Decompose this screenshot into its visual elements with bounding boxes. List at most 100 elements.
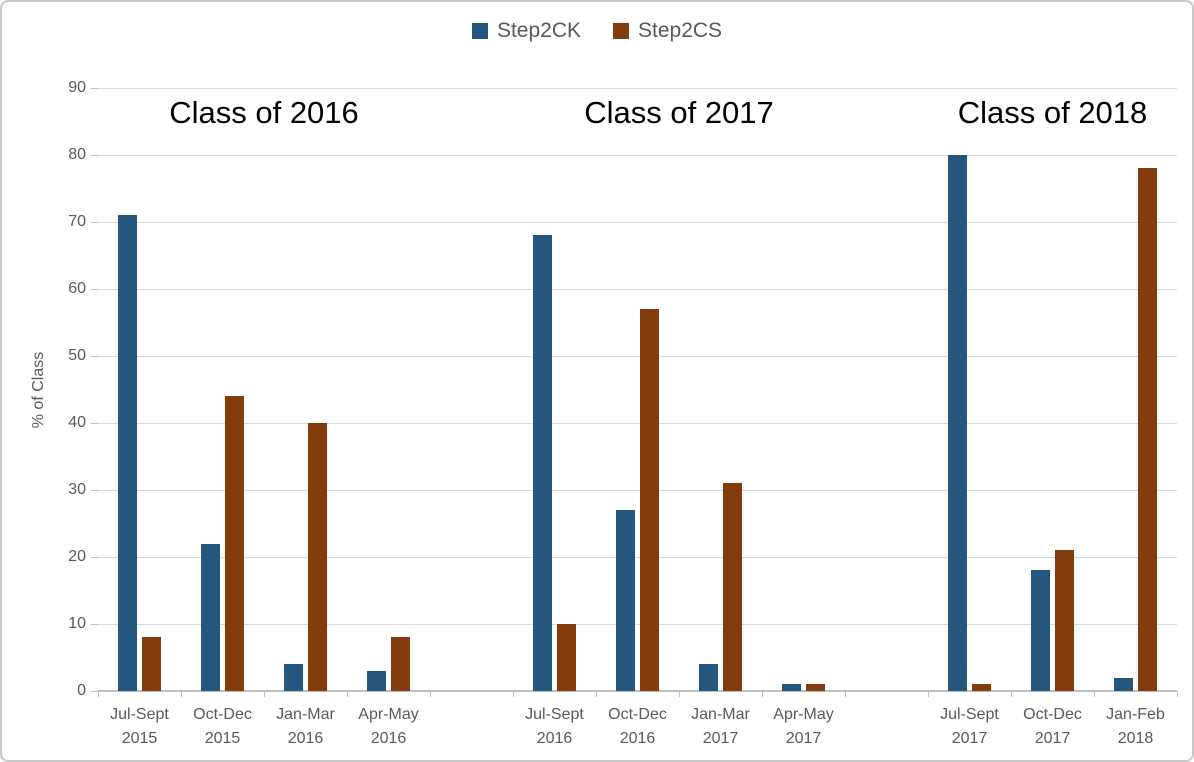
x-tick-label: Oct-Dec 2017 [1023, 703, 1082, 751]
gridline-10 [98, 623, 1177, 625]
x-label-year: 2016 [370, 730, 407, 747]
gridline-20 [98, 556, 1177, 558]
bar-step2cs [142, 637, 161, 691]
y-tick-label: 70 [68, 213, 86, 230]
y-axis-tick [91, 288, 98, 290]
y-tick-label: 60 [68, 280, 86, 297]
y-tick-label: 80 [68, 146, 86, 163]
x-label-year: 2015 [204, 730, 241, 747]
x-label-period: Apr-May [358, 706, 419, 723]
x-tick-label: Jul-Sept 2016 [525, 703, 584, 751]
bar-step2cs [806, 684, 825, 691]
x-axis-tick [761, 691, 763, 697]
legend-swatch-icon [471, 23, 488, 39]
bar-step2cs [640, 309, 659, 691]
bar-step2ck [1114, 677, 1133, 691]
bar-step2ck [284, 664, 303, 691]
group-title: Class of 2016 [169, 95, 359, 130]
bar-step2cs [391, 637, 410, 691]
legend-label: Step2CS [638, 19, 723, 42]
x-tick-label: Jan-Mar 2016 [276, 703, 335, 751]
bar-step2ck [201, 543, 220, 691]
bar-step2cs [557, 624, 576, 691]
y-axis-tick [91, 221, 98, 223]
chart-legend: Step2CK Step2CS [2, 19, 1192, 43]
x-axis-tick [678, 691, 680, 697]
y-axis-tick [91, 355, 98, 357]
x-axis-tick [1010, 691, 1012, 697]
legend-swatch-icon [613, 23, 629, 39]
group-title: Class of 2018 [957, 95, 1148, 130]
bar-step2ck [1031, 570, 1050, 691]
x-axis-tick [927, 691, 929, 697]
x-axis-tick [1093, 691, 1095, 697]
x-axis-tick [844, 691, 846, 697]
bar-step2ck [699, 664, 718, 691]
x-axis-tick [429, 691, 431, 697]
bar-step2ck [367, 670, 386, 691]
x-label-year: 2017 [951, 730, 988, 747]
x-axis-tick [346, 691, 348, 697]
x-label-period: Jan-Mar [276, 706, 335, 723]
gridline-90 [98, 87, 1177, 89]
legend-item-step2ck: Step2CK [471, 19, 581, 43]
gridline-70 [98, 221, 1177, 223]
x-label-period: Jan-Mar [691, 706, 750, 723]
y-tick-label: 50 [68, 347, 86, 364]
x-label-period: Jul-Sept [110, 706, 169, 723]
y-tick-label: 10 [68, 615, 86, 632]
x-axis-tick [263, 691, 265, 697]
x-label-period: Jul-Sept [940, 706, 999, 723]
y-axis-tick [91, 422, 98, 424]
y-tick-label: 30 [68, 481, 86, 498]
gridline-30 [98, 489, 1177, 491]
x-axis-line [98, 690, 1177, 692]
x-label-period: Jan-Feb [1106, 706, 1165, 723]
group-title: Class of 2017 [584, 95, 774, 130]
x-tick-label: Jul-Sept 2017 [940, 703, 999, 751]
x-label-year: 2017 [785, 730, 822, 747]
y-axis-tick [91, 154, 98, 156]
x-axis-tick [97, 691, 99, 697]
y-axis-tick [91, 556, 98, 558]
x-tick-label: Oct-Dec 2016 [608, 703, 667, 751]
x-label-year: 2016 [287, 730, 324, 747]
bar-step2cs [1138, 168, 1157, 691]
x-tick-label: Apr-May 2017 [773, 703, 833, 751]
bar-step2cs [225, 396, 244, 691]
x-label-period: Apr-May [773, 706, 834, 723]
legend-item-step2cs: Step2CS [613, 19, 722, 43]
x-label-year: 2016 [619, 730, 656, 747]
x-tick-label: Jan-Mar 2017 [691, 703, 750, 751]
x-label-period: Oct-Dec [193, 706, 252, 723]
bar-step2cs [723, 483, 742, 691]
gridline-80 [98, 154, 1177, 156]
legend-label: Step2CK [496, 19, 581, 42]
y-axis-tick [91, 87, 98, 89]
x-tick-label: Apr-May 2016 [358, 703, 418, 751]
bar-step2cs [972, 684, 991, 691]
gridline-60 [98, 288, 1177, 290]
x-tick-label: Jan-Feb 2018 [1106, 703, 1165, 751]
x-label-year: 2017 [1034, 730, 1071, 747]
x-label-year: 2017 [702, 730, 739, 747]
y-axis-tick [91, 623, 98, 625]
gridline-50 [98, 355, 1177, 357]
x-label-period: Oct-Dec [1023, 706, 1082, 723]
x-axis-tick [512, 691, 514, 697]
x-axis-tick [180, 691, 182, 697]
bar-step2ck [782, 684, 801, 691]
x-label-year: 2018 [1117, 730, 1154, 747]
y-axis-tick [91, 489, 98, 491]
y-tick-label: 0 [77, 682, 86, 699]
x-label-year: 2015 [121, 730, 158, 747]
y-tick-label: 40 [68, 414, 86, 431]
y-axis-tick [91, 690, 98, 692]
x-label-period: Oct-Dec [608, 706, 667, 723]
y-tick-label: 90 [68, 79, 86, 96]
x-axis-tick [1176, 691, 1178, 697]
gridline-40 [98, 422, 1177, 424]
x-tick-label: Oct-Dec 2015 [193, 703, 252, 751]
bar-step2cs [1055, 550, 1074, 691]
